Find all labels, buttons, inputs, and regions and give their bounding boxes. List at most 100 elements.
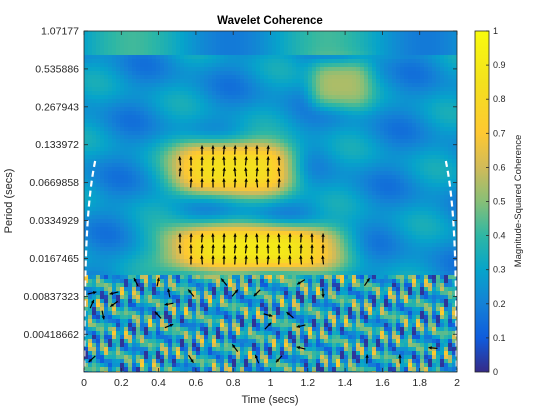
heatmap-cell bbox=[188, 47, 193, 52]
heatmap-cell bbox=[392, 215, 397, 220]
heatmap-cell bbox=[396, 159, 401, 164]
heatmap-cell bbox=[184, 139, 189, 144]
heatmap-cell bbox=[256, 199, 261, 204]
heatmap-cell bbox=[360, 195, 365, 200]
heatmap-cell bbox=[124, 179, 129, 184]
heatmap-cell bbox=[148, 119, 153, 124]
heatmap-cell bbox=[328, 171, 333, 176]
heatmap-cell bbox=[144, 91, 149, 96]
heatmap-cell bbox=[428, 43, 433, 48]
heatmap-cell bbox=[304, 215, 309, 220]
heatmap-cell bbox=[308, 151, 313, 156]
heatmap-cell bbox=[120, 203, 125, 208]
heatmap-cell bbox=[224, 71, 229, 76]
heatmap-cell bbox=[144, 235, 149, 240]
heatmap-cell bbox=[88, 99, 93, 104]
heatmap-cell bbox=[104, 87, 109, 92]
heatmap-cell bbox=[196, 219, 201, 224]
heatmap-cell bbox=[260, 203, 265, 208]
heatmap-cell bbox=[116, 83, 121, 88]
heatmap-cell bbox=[376, 35, 381, 40]
heatmap-cell bbox=[420, 159, 425, 164]
heatmap-cell bbox=[200, 195, 205, 200]
heatmap-cell bbox=[132, 211, 137, 216]
heatmap-cell bbox=[320, 111, 325, 116]
heatmap-cell bbox=[420, 183, 425, 188]
heatmap-cell bbox=[440, 99, 445, 104]
heatmap-cell bbox=[304, 47, 309, 52]
heatmap-cell bbox=[444, 39, 449, 44]
heatmap-cell bbox=[116, 111, 121, 116]
heatmap-cell bbox=[444, 231, 449, 236]
heatmap-cell bbox=[220, 79, 225, 84]
heatmap-cell bbox=[92, 219, 97, 224]
heatmap-cell bbox=[412, 231, 417, 236]
heatmap-cell bbox=[332, 63, 337, 68]
heatmap-cell bbox=[96, 131, 101, 136]
heatmap-cell bbox=[180, 187, 185, 192]
heatmap-cell bbox=[388, 95, 393, 100]
heatmap-cell bbox=[404, 71, 409, 76]
heatmap-cell bbox=[404, 183, 409, 188]
heatmap-cell bbox=[452, 87, 457, 92]
heatmap-cell bbox=[136, 191, 141, 196]
heatmap-cell bbox=[136, 35, 141, 40]
heatmap-cell bbox=[104, 171, 109, 176]
heatmap-cell bbox=[188, 199, 193, 204]
heatmap-cell bbox=[300, 39, 305, 44]
heatmap-cell bbox=[300, 167, 305, 172]
heatmap-cell bbox=[196, 51, 201, 56]
heatmap-cell bbox=[312, 179, 317, 184]
heatmap-cell bbox=[388, 99, 393, 104]
heatmap-cell bbox=[400, 239, 405, 244]
heatmap-cell bbox=[276, 31, 281, 36]
heatmap-cell bbox=[372, 123, 377, 128]
heatmap-cell bbox=[260, 239, 265, 244]
heatmap-cell bbox=[216, 159, 221, 164]
heatmap-cell bbox=[280, 115, 285, 120]
heatmap-cell bbox=[228, 107, 233, 112]
heatmap-cell bbox=[212, 239, 217, 244]
heatmap-cell bbox=[108, 91, 113, 96]
heatmap-cell bbox=[452, 179, 457, 184]
heatmap-cell bbox=[200, 135, 205, 140]
heatmap-cell bbox=[284, 159, 289, 164]
heatmap-cell bbox=[212, 199, 217, 204]
heatmap-cell bbox=[244, 227, 249, 232]
heatmap-cell bbox=[396, 43, 401, 48]
heatmap-cell bbox=[432, 59, 437, 64]
heatmap-cell bbox=[396, 67, 401, 72]
heatmap-cell bbox=[236, 91, 241, 96]
heatmap-cell bbox=[304, 43, 309, 48]
heatmap-cell bbox=[352, 151, 357, 156]
heatmap-cell bbox=[260, 235, 265, 240]
heatmap-cell bbox=[144, 111, 149, 116]
heatmap-cell bbox=[264, 135, 269, 140]
heatmap-cell bbox=[184, 215, 189, 220]
heatmap-cell bbox=[160, 151, 165, 156]
heatmap-cell bbox=[332, 67, 337, 72]
heatmap-cell bbox=[176, 43, 181, 48]
heatmap-cell bbox=[344, 227, 349, 232]
heatmap-cell bbox=[240, 199, 245, 204]
heatmap-cell bbox=[120, 95, 125, 100]
heatmap-cell bbox=[280, 75, 285, 80]
heatmap-cell bbox=[264, 31, 269, 36]
heatmap-cell bbox=[312, 147, 317, 152]
heatmap-cell bbox=[108, 83, 113, 88]
heatmap-cell bbox=[360, 67, 365, 72]
heatmap-cell bbox=[196, 131, 201, 136]
heatmap-cell bbox=[280, 171, 285, 176]
heatmap-cell bbox=[160, 95, 165, 100]
heatmap-cell bbox=[100, 179, 105, 184]
heatmap-cell bbox=[364, 35, 369, 40]
heatmap-cell bbox=[204, 135, 209, 140]
heatmap-cell bbox=[140, 199, 145, 204]
heatmap-cell bbox=[220, 83, 225, 88]
heatmap-cell bbox=[268, 63, 273, 68]
heatmap-cell bbox=[88, 187, 93, 192]
heatmap-cell bbox=[92, 171, 97, 176]
heatmap-cell bbox=[272, 115, 277, 120]
heatmap-cell bbox=[96, 51, 101, 56]
heatmap-cell bbox=[360, 131, 365, 136]
